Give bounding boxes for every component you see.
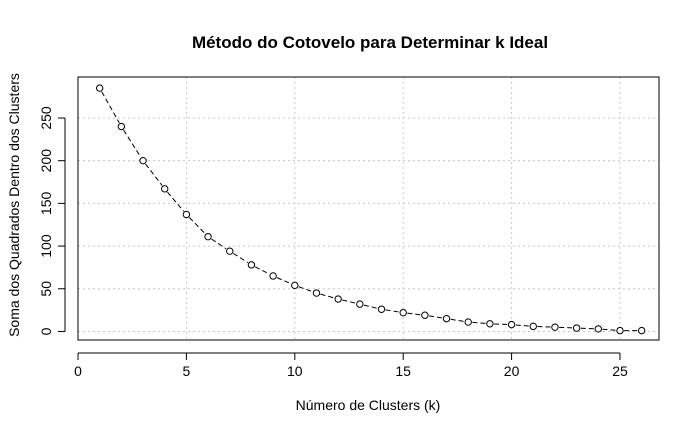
y-tick-label: 100	[38, 234, 54, 258]
data-point	[204, 232, 212, 241]
x-tick-label: 5	[182, 363, 190, 379]
data-point	[334, 295, 342, 303]
data-point	[637, 326, 646, 335]
y-tick-label: 50	[38, 281, 54, 297]
data-point	[421, 311, 429, 319]
data-point	[161, 185, 169, 193]
data-point	[377, 305, 386, 313]
data-point	[226, 247, 234, 255]
x-axis-label: Número de Clusters (k)	[296, 397, 441, 413]
data-point	[291, 281, 299, 290]
series-line-segment	[537, 326, 551, 328]
x-tick-label: 25	[612, 363, 628, 379]
data-point	[572, 324, 581, 332]
y-tick-label: 150	[38, 191, 54, 215]
series-line-segment	[407, 312, 421, 316]
data-point	[442, 314, 451, 323]
series-line-segment	[450, 318, 465, 322]
series-line-segment	[515, 324, 530, 327]
x-tick-label: 10	[287, 363, 303, 379]
data-point	[117, 122, 126, 131]
data-point	[182, 210, 191, 219]
data-point	[486, 320, 494, 328]
data-point	[616, 326, 624, 335]
data-point	[464, 318, 472, 326]
series-line-segment	[233, 253, 249, 264]
series-line-segment	[580, 327, 595, 330]
y-tick-label: 200	[38, 149, 54, 173]
series-line-segment	[320, 293, 335, 299]
data-point	[312, 289, 321, 297]
series-line-segment	[428, 315, 443, 319]
x-tick-label: 15	[395, 363, 411, 379]
series-line-segment	[167, 191, 185, 212]
data-point	[529, 322, 537, 331]
data-point	[247, 261, 256, 269]
x-tick-label: 0	[74, 363, 82, 379]
plot-frame	[77, 76, 660, 341]
series-line-segment	[101, 91, 120, 124]
series-line-segment	[298, 286, 313, 293]
data-series	[95, 84, 646, 335]
chart-title: Método do Cotovelo para Determinar k Ide…	[192, 33, 548, 52]
series-line-segment	[145, 163, 163, 186]
data-point	[551, 323, 559, 331]
series-line-segment	[123, 129, 142, 158]
data-point	[356, 300, 364, 308]
series-line-segment	[494, 323, 508, 325]
series-line-segment	[188, 217, 206, 235]
data-point	[95, 84, 104, 92]
data-point	[594, 325, 602, 333]
series-line-segment	[211, 238, 227, 250]
series-line-segment	[276, 277, 292, 285]
series-line-segment	[559, 326, 573, 329]
series-line-segment	[342, 299, 356, 304]
series-line-segment	[385, 309, 400, 313]
series-line-segment	[472, 321, 486, 324]
y-tick-label: 0	[38, 327, 54, 335]
grid-lines	[77, 77, 659, 340]
data-point	[269, 272, 277, 280]
data-point	[399, 308, 407, 317]
series-line-segment	[363, 304, 378, 309]
y-axis-label: Soma dos Quadrados Dentro dos Clusters	[6, 73, 22, 337]
series-line-segment	[254, 266, 270, 275]
data-point	[139, 156, 147, 165]
x-tick-label: 20	[504, 363, 520, 379]
data-point	[507, 320, 516, 329]
y-tick-label: 250	[38, 106, 54, 130]
series-line-segment	[602, 328, 616, 331]
